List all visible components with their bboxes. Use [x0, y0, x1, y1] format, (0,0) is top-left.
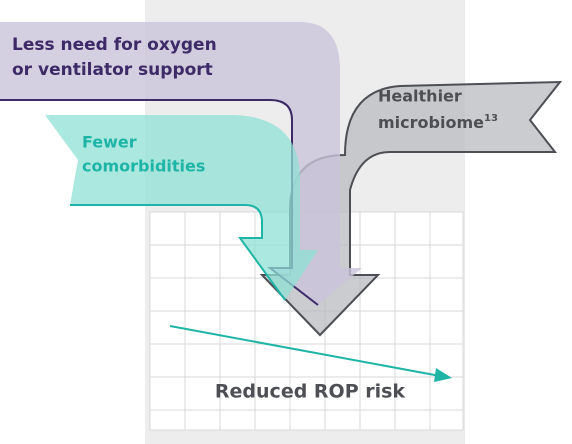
oxygen-arrow — [0, 22, 362, 305]
comorbidities-arrow-outline — [70, 204, 286, 301]
comorbidities-arrow — [45, 115, 318, 300]
trend-arrow — [169, 325, 452, 382]
arrow-label: Healthier — [378, 87, 462, 106]
arrow-label: or ventilator support — [12, 60, 213, 80]
arrow-label: comorbidities — [82, 157, 205, 176]
arrow-label-line: microbiome — [378, 113, 484, 132]
arrow-label: Fewer — [82, 133, 137, 152]
arrow-label: microbiome13 — [378, 113, 498, 132]
arrow-label: Less need for oxygen — [12, 35, 217, 55]
result-label: Reduced ROP risk — [215, 381, 406, 403]
superscript: 13 — [484, 113, 498, 124]
